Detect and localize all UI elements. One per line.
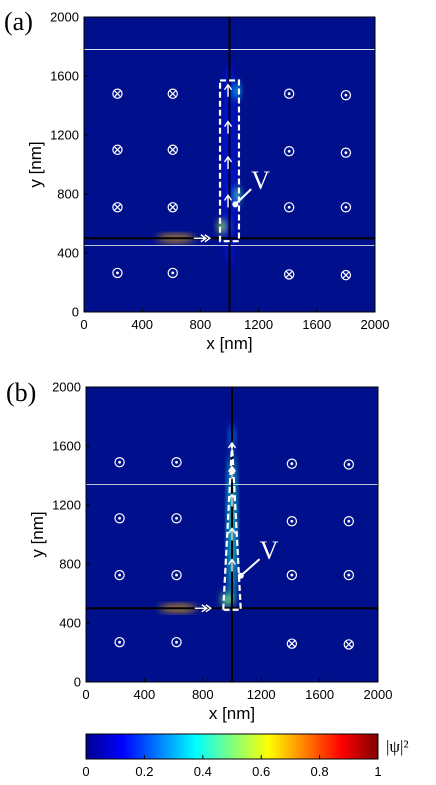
y-tick-label: 0 bbox=[74, 675, 81, 690]
colorbar-tick-label: 0.8 bbox=[311, 764, 329, 779]
field-out-of-page-marker bbox=[283, 88, 295, 99]
field-into-page-marker bbox=[283, 269, 295, 280]
y-tick-label: 400 bbox=[59, 616, 81, 631]
colorbar-tick-label: 0.2 bbox=[135, 764, 153, 779]
y-tick-label: 800 bbox=[57, 187, 79, 202]
annotation-label: V bbox=[260, 536, 279, 565]
colorbar-tick-label: 0.4 bbox=[194, 764, 212, 779]
dashed-channel-box bbox=[218, 79, 241, 243]
flow-arrow-up bbox=[227, 527, 237, 541]
field-out-of-page-marker bbox=[167, 267, 178, 279]
x-tick-label: 0 bbox=[80, 317, 87, 332]
flow-arrow-up bbox=[223, 194, 233, 208]
field-out-of-page-marker bbox=[340, 89, 352, 101]
annotation-point bbox=[237, 572, 244, 579]
x-tick-label: 2000 bbox=[361, 317, 390, 332]
field-out-of-page-marker bbox=[114, 513, 125, 524]
y-tick-label: 1200 bbox=[52, 498, 81, 513]
plot-area: V bbox=[84, 17, 375, 312]
plot-frame bbox=[85, 386, 379, 683]
field-into-page-marker bbox=[112, 88, 123, 99]
x-tick-label: 800 bbox=[190, 317, 212, 332]
dashed-channel-taper bbox=[222, 444, 242, 611]
annotation-pointer bbox=[240, 558, 261, 577]
y-tick-label: 400 bbox=[57, 246, 79, 261]
field-out-of-page-marker bbox=[171, 569, 182, 581]
flow-arrow-up bbox=[223, 155, 233, 170]
colorbar: 0 0.2 0.4 0.6 0.8 1 |ψ|² bbox=[82, 733, 409, 779]
y-tick-label: 2000 bbox=[50, 10, 79, 25]
y-tick-label: 1600 bbox=[50, 69, 79, 84]
field-out-of-page-marker bbox=[340, 147, 352, 158]
x-tick-label: 1600 bbox=[302, 317, 331, 332]
field-out-of-page-marker bbox=[112, 267, 123, 279]
field-out-of-page-marker bbox=[171, 513, 182, 524]
flow-arrow-up bbox=[223, 83, 233, 97]
x-tick-label: 2000 bbox=[364, 687, 393, 702]
field-into-page-marker bbox=[112, 144, 123, 155]
field-into-page-marker bbox=[343, 639, 354, 650]
y-tick-label: 1200 bbox=[50, 128, 79, 143]
x-tick-label: 800 bbox=[192, 687, 214, 702]
x-tick-label: 400 bbox=[131, 317, 153, 332]
field-out-of-page-marker bbox=[343, 516, 354, 527]
field-out-of-page-marker bbox=[340, 202, 352, 213]
flow-arrow-right bbox=[194, 604, 213, 613]
panel-label: (a) bbox=[4, 7, 33, 36]
annotation-pointer bbox=[234, 188, 252, 206]
x-tick-label: 1200 bbox=[247, 687, 276, 702]
field-into-page-marker bbox=[167, 144, 178, 155]
y-tick-label: 2000 bbox=[52, 380, 81, 395]
plot-frame bbox=[83, 16, 376, 313]
y-tick-label: 800 bbox=[59, 557, 81, 572]
field-out-of-page-marker bbox=[114, 636, 125, 648]
field-out-of-page-marker bbox=[283, 146, 295, 157]
flow-arrow-up bbox=[227, 465, 237, 479]
panel-a: (a) V 0 400 800 1200 1600 2000 0 400 800 1200 1600 20… bbox=[4, 7, 389, 353]
flow-arrow-up bbox=[227, 558, 237, 572]
field-into-page-marker bbox=[167, 88, 178, 99]
field-out-of-page-marker bbox=[283, 202, 295, 213]
colorbar-tick-label: 0 bbox=[82, 764, 89, 779]
annotation-point bbox=[232, 201, 239, 208]
y-axis-label: y [nm] bbox=[28, 511, 47, 557]
field-out-of-page-marker bbox=[114, 457, 125, 468]
x-tick-label: 400 bbox=[134, 687, 156, 702]
field-out-of-page-marker bbox=[286, 516, 298, 527]
field-out-of-page-marker bbox=[343, 569, 354, 581]
x-tick-label: 1600 bbox=[305, 687, 334, 702]
field-into-page-marker bbox=[167, 202, 178, 213]
panel-b: (b) V 0 400 800 1200 1600 2000 0 400 800 1200 1600 20… bbox=[6, 378, 392, 723]
colorbar-label: |ψ|² bbox=[386, 737, 409, 756]
y-axis-label: y [nm] bbox=[26, 141, 45, 187]
x-tick-label: 0 bbox=[82, 687, 89, 702]
field-out-of-page-marker bbox=[343, 459, 354, 470]
colorbar-tick-label: 0.6 bbox=[252, 764, 270, 779]
x-axis-label: x [nm] bbox=[209, 704, 255, 723]
field-out-of-page-marker bbox=[171, 457, 182, 468]
field-into-page-marker bbox=[286, 638, 298, 649]
x-axis-label: x [nm] bbox=[206, 334, 252, 353]
field-into-page-marker bbox=[340, 269, 352, 281]
flow-arrow-up bbox=[227, 441, 237, 455]
field-out-of-page-marker bbox=[114, 569, 125, 581]
y-tick-label: 1600 bbox=[52, 439, 81, 454]
panel-label: (b) bbox=[6, 378, 36, 407]
y-tick-label: 0 bbox=[72, 305, 79, 320]
field-into-page-marker bbox=[112, 202, 123, 213]
annotation-label: V bbox=[251, 166, 270, 195]
flow-arrow-up bbox=[227, 493, 237, 507]
flow-arrow-right bbox=[193, 234, 212, 243]
field-out-of-page-marker bbox=[171, 636, 182, 648]
colorbar-tick-label: 1 bbox=[374, 764, 381, 779]
field-out-of-page-marker bbox=[286, 569, 298, 581]
flow-arrow-up bbox=[223, 120, 233, 134]
colorbar-gradient bbox=[85, 733, 379, 760]
x-tick-label: 1200 bbox=[244, 317, 273, 332]
plot-area: V bbox=[86, 387, 378, 682]
probability-blob bbox=[231, 82, 240, 99]
field-out-of-page-marker bbox=[286, 458, 298, 469]
